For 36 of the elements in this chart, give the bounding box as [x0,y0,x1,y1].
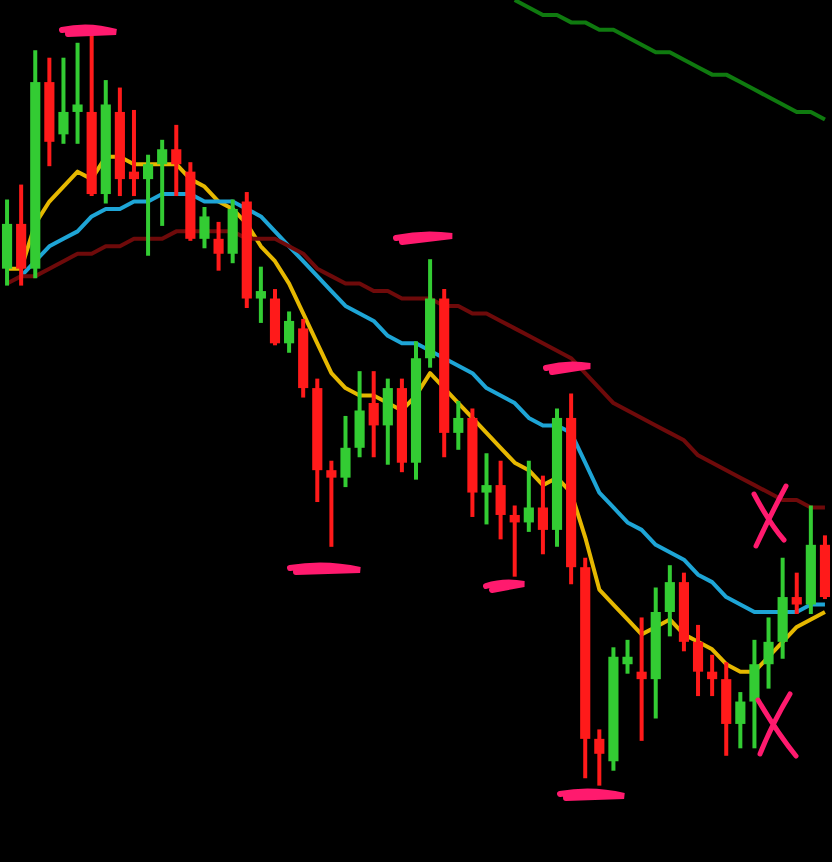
candlestick [721,662,732,756]
candlestick [664,565,675,637]
candlestick [227,199,238,264]
candlestick [509,505,520,577]
candlestick [594,729,605,786]
candlestick [707,654,718,697]
candlestick [636,617,647,741]
candlestick [1,199,13,286]
candlestick [481,453,492,525]
candlestick [453,401,464,450]
candlestick [16,184,27,286]
candlestick [157,139,168,226]
candlestick [326,460,337,547]
candlestick [142,154,154,256]
candlestick [495,460,506,540]
candlestick [284,311,295,353]
candlestick [255,266,266,323]
candlestick [382,378,393,465]
candlestick [72,42,83,144]
candlestick [749,639,760,749]
candlestick [269,289,281,346]
candlestick [171,124,182,197]
candlestick [692,624,704,697]
candlestick [735,692,746,749]
candlestick [213,221,224,271]
candlestick [199,206,210,249]
candlestick [368,371,379,458]
candlestick [128,109,140,197]
candlestick [763,617,774,689]
candlestick [354,371,365,458]
candlestick [791,572,802,614]
candlestick [523,460,534,532]
candlestick [58,57,69,144]
candlestick [340,415,351,488]
candlestick [777,557,788,659]
candlestick [537,475,548,555]
